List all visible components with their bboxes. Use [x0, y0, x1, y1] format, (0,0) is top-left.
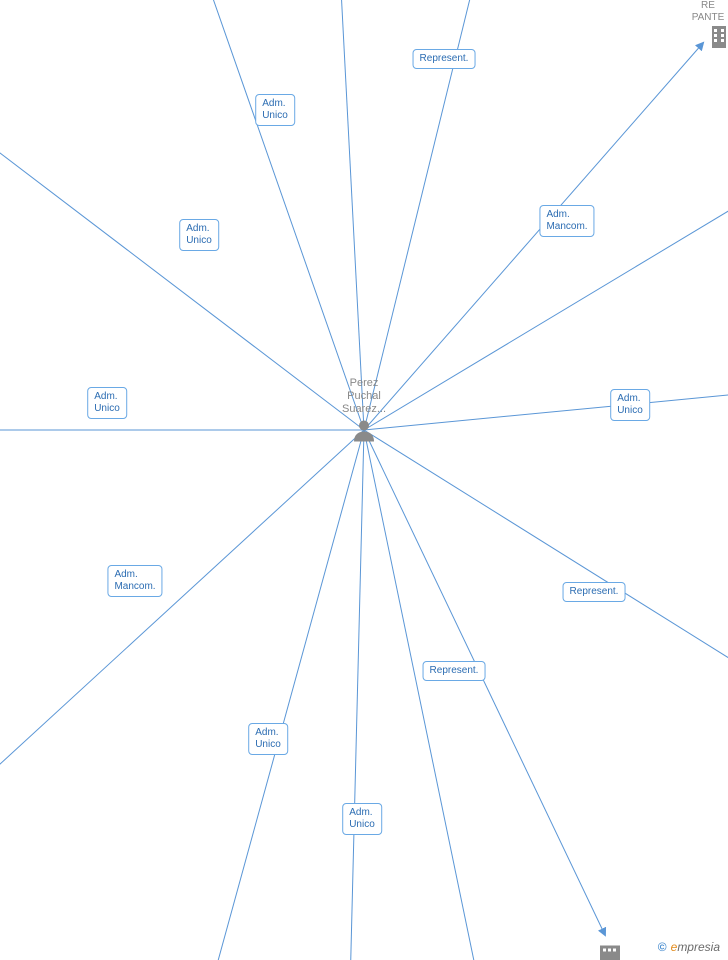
edge-label: Adm. Unico: [342, 803, 382, 835]
partial-node-top-right: RE PANTE: [688, 0, 728, 24]
edge: [203, 0, 364, 430]
edge: [210, 430, 364, 960]
edge-label: Represent.: [413, 49, 476, 69]
edge-label: Adm. Mancom.: [539, 205, 594, 237]
edge-label: Represent.: [423, 661, 486, 681]
edge: [364, 390, 728, 430]
edge: [340, 0, 364, 430]
edge-label: Adm. Unico: [87, 387, 127, 419]
copyright-symbol: ©: [658, 940, 667, 954]
edge-label: Adm. Unico: [248, 723, 288, 755]
edge: [364, 43, 703, 430]
edge: [350, 430, 364, 960]
edge-label: Represent.: [563, 582, 626, 602]
center-node-label: Perez Puchal Suarez...: [342, 377, 386, 416]
edge: [0, 430, 364, 810]
edge-label: Adm. Unico: [610, 389, 650, 421]
copyright: ©empresia: [658, 940, 720, 954]
edge: [364, 430, 480, 960]
logo-rest: mpresia: [677, 940, 720, 954]
edge-label: Adm. Mancom.: [107, 565, 162, 597]
center-node[interactable]: Perez Puchal Suarez...: [342, 377, 386, 418]
edge-label: Adm. Unico: [179, 219, 219, 251]
person-icon: [352, 418, 376, 447]
building-icon: [599, 942, 621, 960]
edge-label: Adm. Unico: [255, 94, 295, 126]
edge: [364, 430, 728, 690]
building-icon: [710, 26, 728, 53]
